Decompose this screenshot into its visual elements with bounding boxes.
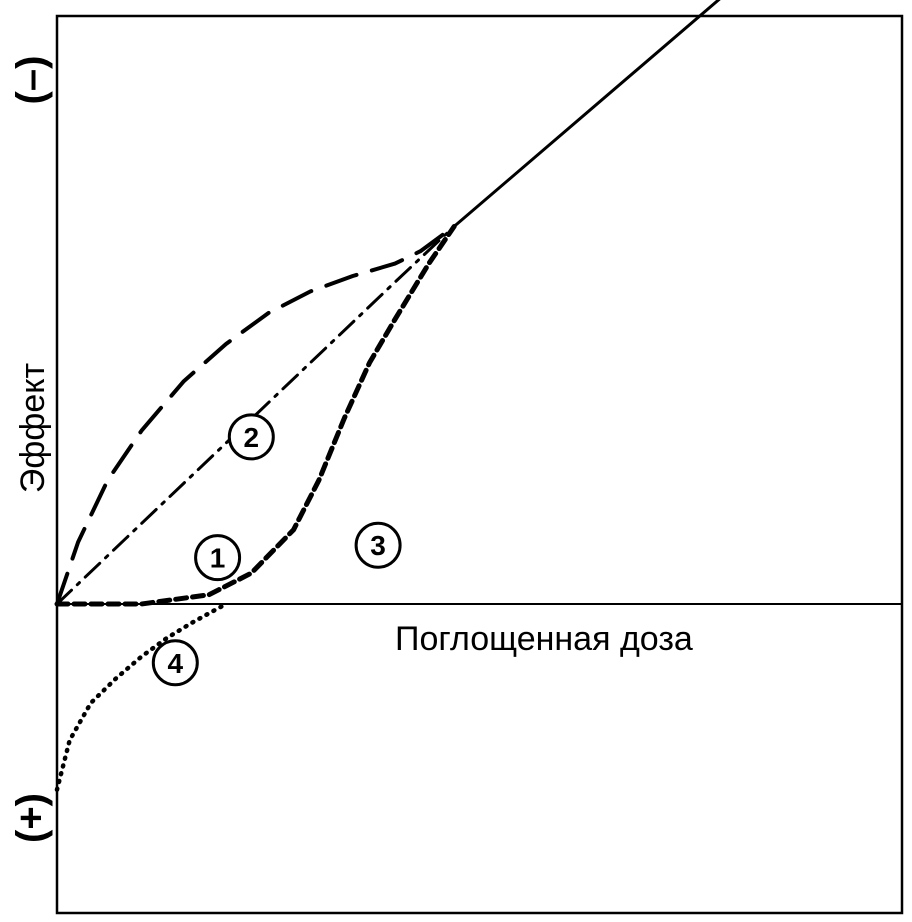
y-axis-label: Эффект: [14, 363, 52, 493]
series-marker-label: 2: [244, 422, 260, 453]
x-axis-label: Поглощенная доза: [395, 620, 693, 658]
series-line-4: [54, 601, 229, 792]
series-marker-label: 3: [370, 530, 386, 561]
series-line-common: [452, 0, 721, 228]
series-line-1: [55, 224, 456, 606]
series-line-2: [55, 224, 457, 606]
series-marker-circle: [227, 413, 275, 461]
series-marker-2: 2: [227, 413, 275, 461]
marker-layer: 1 2 3 4: [151, 413, 402, 687]
series-marker-1: 1: [194, 534, 242, 582]
series-marker-circle: [151, 639, 199, 687]
series-marker-3: 3: [354, 521, 402, 569]
series-marker-label: 4: [168, 648, 184, 679]
series-marker-4: 4: [151, 639, 199, 687]
y-sign-top: (–): [9, 56, 53, 105]
series-line-3: [54, 223, 457, 607]
y-sign-bottom: (+): [9, 793, 53, 843]
series-marker-circle: [354, 521, 402, 569]
series-marker-circle: [194, 534, 242, 582]
plot-frame: [55, 14, 904, 915]
series-marker-label: 1: [210, 543, 226, 574]
series-layer: [54, 0, 721, 792]
